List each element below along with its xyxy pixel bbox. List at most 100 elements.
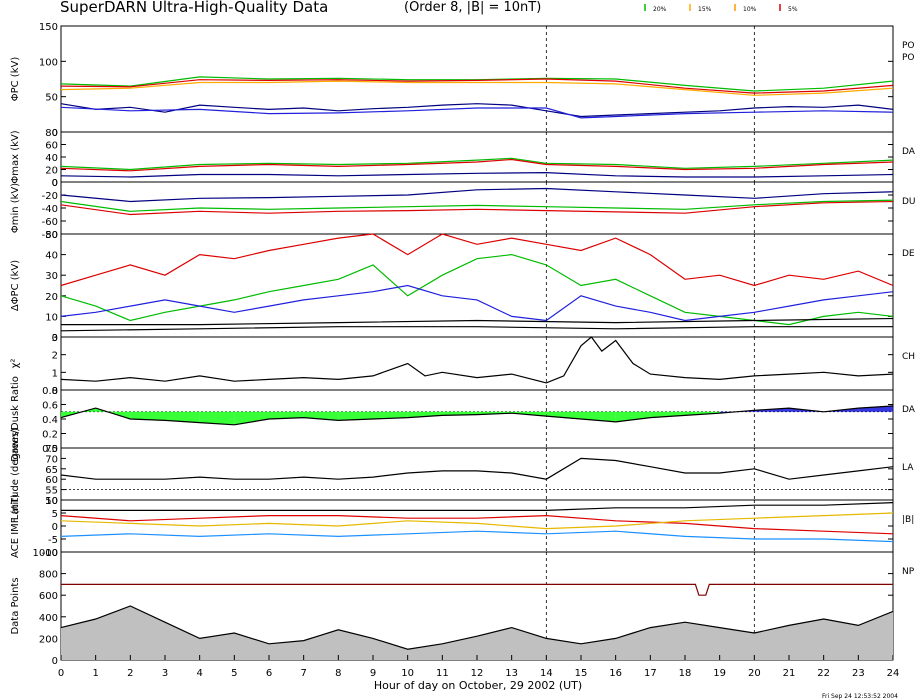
x-tick-label: 15 <box>575 668 588 679</box>
y-tick-label: 1 <box>52 368 58 379</box>
right-label: PO <box>902 53 915 63</box>
chart-subtitle: (Order 8, |B| = 10nT) <box>404 0 541 15</box>
y-tick-label: 1000 <box>33 548 58 559</box>
series-line <box>60 106 894 119</box>
panel-frame <box>60 447 894 501</box>
y-tick-label: 10 <box>45 312 58 323</box>
y-tick-label: 0.0 <box>42 444 58 455</box>
y-tick-label: 0 <box>52 656 58 667</box>
series-line-5 <box>60 78 894 94</box>
y-tick-label: 40 <box>45 251 58 262</box>
y-tick-label: 0 <box>52 128 58 139</box>
ratio-fill <box>338 411 373 421</box>
x-tick-label: 20 <box>748 668 761 679</box>
y-axis-label: ΦPC (kV) <box>10 57 21 102</box>
y-tick-label: 3 <box>52 333 58 344</box>
panel-npoints: 0 200 400 600 800 1000 Data Points NP <box>10 548 915 667</box>
y-tick-label: -80 <box>42 230 58 241</box>
panel-chi2: 0 1 2 3 χ² CH <box>10 333 915 397</box>
x-tick-label: 8 <box>335 668 341 679</box>
y-tick-label: 2 <box>52 351 58 362</box>
series-line <box>60 187 894 203</box>
y-tick-label: 60 <box>45 141 58 152</box>
y-tick-label: 0.2 <box>42 430 58 441</box>
y-tick-label: 80 <box>45 128 58 139</box>
series-line <box>60 253 894 326</box>
y-tick-label: 50 <box>45 93 58 104</box>
x-tick-label: 24 <box>887 668 900 679</box>
y-tick-label: 0.6 <box>42 401 58 412</box>
y-axis-label: Data Points <box>10 577 21 634</box>
ratio-fill <box>234 411 269 425</box>
ratio-fill <box>269 411 304 419</box>
x-tick-label: 22 <box>817 668 830 679</box>
y-tick-label: 50 <box>45 496 58 507</box>
x-tick-label: 19 <box>713 668 726 679</box>
panel-phi_pc: 0 50 100 150 ΦPC (kV) PO PO <box>10 22 915 139</box>
ratio-fill <box>858 405 893 412</box>
x-axis-label: Hour of day on October, 29 2002 (UT) <box>374 679 582 692</box>
y-tick-label: 0 <box>52 178 58 189</box>
series-line-5 <box>60 200 894 216</box>
y-tick-label: 20 <box>45 292 58 303</box>
right-label: LA <box>902 463 914 473</box>
x-tick-label: 12 <box>471 668 484 679</box>
x-tick-label: 17 <box>644 668 657 679</box>
ratio-fill <box>615 411 651 422</box>
y-tick-label: 5 <box>52 509 58 520</box>
series-line-20 <box>60 199 894 212</box>
y-tick-label: 0.8 <box>42 386 58 397</box>
ratio-fill <box>199 411 235 425</box>
y-axis-label: ACE IMF (nT) <box>10 494 21 558</box>
panel-delta_phi: 0 10 20 30 40 50 ΔΦPC (kV) DE <box>10 230 915 344</box>
y-axis-label: Φmin (kV) <box>10 183 21 233</box>
series-line <box>60 457 894 480</box>
right-label: PO <box>902 41 915 51</box>
y-tick-label: 40 <box>45 153 58 164</box>
y-tick-label: 30 <box>45 271 58 282</box>
right-label: CH <box>902 352 915 362</box>
legend-label: 20% <box>653 6 667 13</box>
series-line <box>61 317 894 326</box>
right-label: DU <box>902 197 915 207</box>
y-tick-label: 0 <box>52 386 58 397</box>
y-tick-label: 50 <box>45 230 58 241</box>
y-tick-label: 0 <box>52 522 58 533</box>
right-label: DA <box>902 405 915 415</box>
ratio-fill <box>303 411 339 421</box>
y-tick-label: 600 <box>39 591 58 602</box>
y-tick-label: -40 <box>42 204 58 215</box>
y-axis-label: Φmax (kV) <box>10 130 21 183</box>
y-tick-label: -5 <box>48 535 58 546</box>
legend-label: 15% <box>698 6 712 13</box>
series-line <box>60 103 894 118</box>
x-tick-label: 2 <box>127 668 133 679</box>
panel-phi_min: -80 -60 -40 -20 0 Φmin (kV) DU <box>10 178 915 241</box>
x-tick-label: 16 <box>609 668 622 679</box>
legend-label: 10% <box>743 6 757 13</box>
y-tick-label: 55 <box>45 486 58 497</box>
y-tick-label: 0 <box>52 333 58 344</box>
series-line-Bz <box>60 512 894 530</box>
y-axis-label: ΔΦPC (kV) <box>10 260 21 311</box>
right-label: |B| <box>902 515 914 525</box>
series-line <box>60 326 893 332</box>
y-tick-label: 60 <box>45 475 58 486</box>
ratio-fill <box>407 411 443 418</box>
footer-timestamp: Fri Sep 24 12:53:52 2004 <box>822 693 898 700</box>
series-line-Bx <box>60 530 894 543</box>
x-tick-label: 9 <box>370 668 376 679</box>
panel-frame <box>60 336 894 391</box>
x-tick-label: 1 <box>92 668 98 679</box>
y-tick-label: 0 <box>52 178 58 189</box>
right-label: NP <box>902 567 915 577</box>
series-line-B <box>61 502 894 511</box>
x-tick-label: 13 <box>505 668 518 679</box>
series-line <box>60 605 894 650</box>
y-tick-label: 70 <box>45 454 58 465</box>
x-tick-label: 21 <box>783 668 796 679</box>
